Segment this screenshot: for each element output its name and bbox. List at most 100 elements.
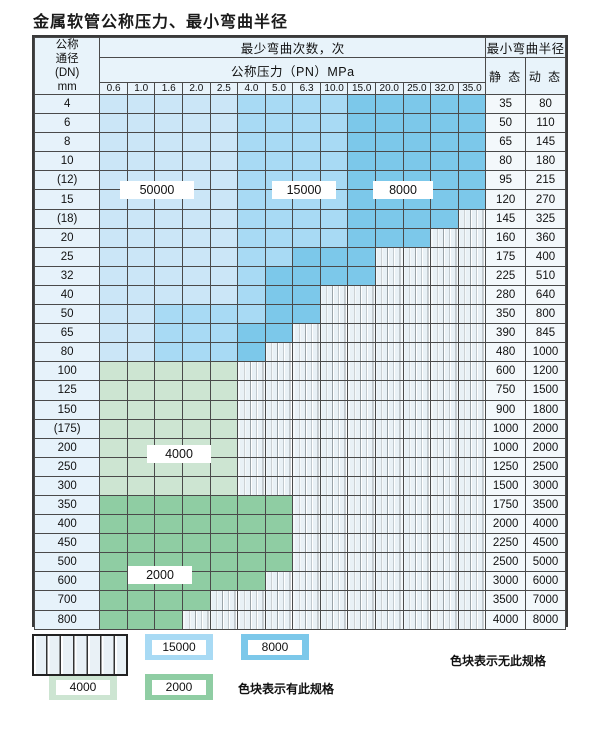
cell-dn: 125 xyxy=(33,380,101,401)
cell-zone-none xyxy=(319,361,349,382)
cell-zone-b3 xyxy=(347,265,376,286)
header-pressure-col-11: 25.0 xyxy=(402,82,432,95)
cell-zone-b1 xyxy=(154,113,184,134)
table-row: 700 3500 7000 xyxy=(33,590,566,611)
cell-zone-none xyxy=(430,590,459,611)
cell-zone-b1 xyxy=(182,113,211,134)
cell-zone-g2 xyxy=(126,494,156,516)
cell-zone-none xyxy=(292,399,321,420)
cell-zone-b3 xyxy=(457,189,487,210)
cell-dn: 32 xyxy=(33,265,101,286)
legend-has-spec-text: 色块表示有此规格 xyxy=(238,682,335,696)
cell-zone-b3 xyxy=(430,113,459,134)
cell-zone-none xyxy=(430,227,459,248)
cell-zone-b3 xyxy=(374,208,404,229)
cell-zone-g1 xyxy=(209,456,239,477)
cell-zone-b3 xyxy=(347,151,376,172)
cell-zone-b1 xyxy=(99,265,128,286)
cell-zone-none xyxy=(374,552,404,573)
cell-static-radius: 480 xyxy=(485,342,527,363)
cell-zone-g1 xyxy=(99,361,128,382)
cell-zone-g1 xyxy=(154,418,184,439)
cell-zone-none xyxy=(292,380,321,401)
cell-zone-b1 xyxy=(209,208,239,229)
table-row: 20 160 360 xyxy=(33,227,566,248)
cell-zone-b1 xyxy=(209,170,239,191)
cell-static-radius: 2250 xyxy=(485,533,527,554)
cell-zone-none xyxy=(457,494,487,516)
cell-static-radius: 145 xyxy=(485,208,527,229)
cell-zone-none xyxy=(457,380,487,401)
cell-zone-none xyxy=(430,494,459,516)
cell-zone-b2 xyxy=(209,304,239,325)
cell-zone-b2 xyxy=(237,189,266,210)
cell-zone-none xyxy=(264,399,294,420)
cell-zone-b3 xyxy=(347,246,376,267)
cell-zone-none xyxy=(430,514,459,535)
cell-dn: 350 xyxy=(33,494,101,516)
cell-zone-none xyxy=(319,437,349,458)
cell-zone-none xyxy=(292,590,321,611)
cell-zone-none xyxy=(347,380,376,401)
cell-zone-b3 xyxy=(347,227,376,248)
cell-dynamic-radius: 7000 xyxy=(525,590,566,611)
cell-zone-b1 xyxy=(154,132,184,153)
cell-zone-none xyxy=(264,475,294,496)
cell-dynamic-radius: 2500 xyxy=(525,456,566,477)
cell-zone-none xyxy=(347,475,376,496)
cell-dynamic-radius: 1000 xyxy=(525,342,566,363)
cell-zone-g2 xyxy=(154,609,184,631)
cell-dynamic-radius: 3000 xyxy=(525,475,566,496)
cell-zone-none xyxy=(374,284,404,306)
cell-dynamic-radius: 800 xyxy=(525,304,566,325)
cell-static-radius: 390 xyxy=(485,323,527,344)
cell-zone-none xyxy=(457,590,487,611)
cell-zone-none xyxy=(182,609,211,631)
cell-dynamic-radius: 325 xyxy=(525,208,566,229)
cell-zone-b1 xyxy=(154,93,184,115)
cell-zone-none xyxy=(237,437,266,458)
cell-static-radius: 95 xyxy=(485,170,527,191)
cell-dn: 20 xyxy=(33,227,101,248)
cell-zone-none xyxy=(402,590,432,611)
cell-zone-b2 xyxy=(292,93,321,115)
cell-zone-b2 xyxy=(209,323,239,344)
legend-swatch-4000: 4000 xyxy=(49,674,117,700)
cell-zone-none xyxy=(319,514,349,535)
cell-zone-b1 xyxy=(154,284,184,306)
cell-zone-g1 xyxy=(99,418,128,439)
cell-zone-none xyxy=(374,399,404,420)
cell-zone-none xyxy=(457,456,487,477)
cell-static-radius: 3000 xyxy=(485,571,527,592)
cell-zone-none xyxy=(347,590,376,611)
cell-zone-b3 xyxy=(264,323,294,344)
cell-zone-b2 xyxy=(182,342,211,363)
cell-static-radius: 2500 xyxy=(485,552,527,573)
cell-zone-b2 xyxy=(264,227,294,248)
cell-zone-b3 xyxy=(402,151,432,172)
cell-zone-b1 xyxy=(154,151,184,172)
cell-zone-none xyxy=(264,361,294,382)
cell-zone-g2 xyxy=(182,590,211,611)
cell-zone-b3 xyxy=(430,132,459,153)
cell-dn: 6 xyxy=(33,113,101,134)
cell-zone-b1 xyxy=(126,342,156,363)
cell-dynamic-radius: 6000 xyxy=(525,571,566,592)
cell-zone-none xyxy=(347,304,376,325)
cell-zone-b2 xyxy=(209,342,239,363)
cell-zone-none xyxy=(457,246,487,267)
cell-zone-none xyxy=(264,342,294,363)
cell-dynamic-radius: 8000 xyxy=(525,609,566,631)
cell-zone-none xyxy=(319,552,349,573)
cell-dynamic-radius: 400 xyxy=(525,246,566,267)
cell-dynamic-radius: 845 xyxy=(525,323,566,344)
header-dn-line-2: 通径 xyxy=(55,53,79,65)
cell-zone-b2 xyxy=(182,304,211,325)
header-pressure-col-2: 1.6 xyxy=(154,82,184,95)
cell-zone-none xyxy=(457,552,487,573)
cell-zone-none xyxy=(374,571,404,592)
header-bend-count: 最少弯曲次数，次 xyxy=(99,37,487,58)
cell-zone-none xyxy=(319,571,349,592)
cell-zone-none xyxy=(319,494,349,516)
cell-zone-g1 xyxy=(154,380,184,401)
